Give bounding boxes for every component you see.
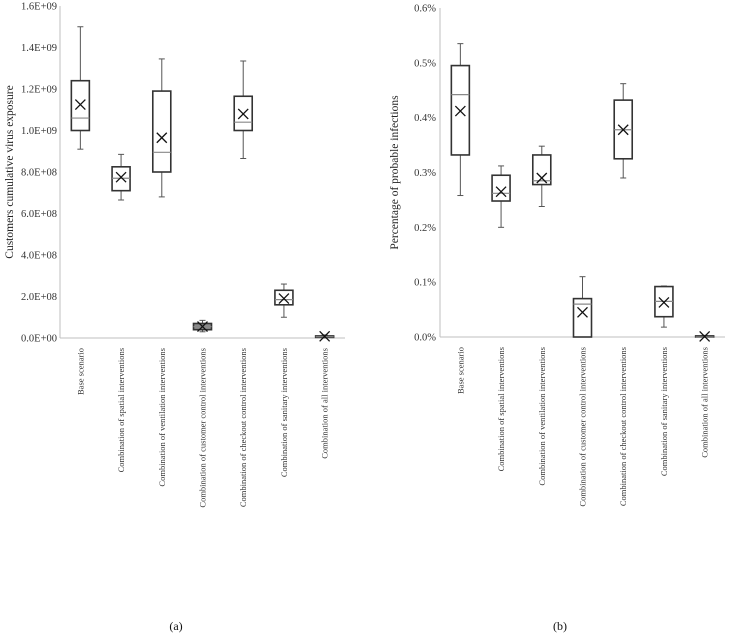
y-axis-title: Customers cumulative virus exposure [4,85,16,258]
category-label: Base scenario [75,348,85,395]
mean-marker [115,171,127,183]
category-label: Combination of ventilation interventions [157,348,167,487]
y-tick-label: 8.0E+08 [21,168,57,179]
y-tick-label: 1.0E+09 [21,126,57,137]
panel-a-chart: 0.0E+00 2.0E+08 4.0E+08 6.0E+08 8.0E+08 1.0E+… [4,2,345,633]
category-label: Combination of ventilation interventions [537,347,547,486]
mean-marker [699,330,711,342]
mean-marker [74,99,86,111]
y-tick-label: 6.0E+08 [21,209,57,220]
category-label: Combination of spatial interventions [496,347,506,471]
category-label: Combination of customer control interven… [198,348,208,508]
box-plot-2 [491,165,511,228]
box-plot-6 [654,285,674,328]
box-plot-5 [613,83,634,179]
mean-marker [278,293,290,305]
y-tick-label: 0.5% [414,58,436,69]
mean-marker [658,296,670,308]
category-label: Combination of all interventions [320,348,330,459]
y-tick-label: 0.0E+00 [21,334,57,345]
category-label: Combination of spatial interventions [116,348,126,472]
category-label: Combination of checkout control interven… [618,347,628,506]
box-iqr [531,154,552,186]
mean-marker [536,172,548,184]
panel-b-chart: 0.0% 0.1% 0.2% 0.3% 0.4% 0.5% 0.6% Percentage o… [389,4,725,633]
box-plot-6 [274,283,294,318]
mean-marker [617,124,629,136]
box-plot-2 [111,153,131,201]
box-plot-7 [694,330,715,342]
box-plot-3 [151,58,172,198]
category-label: Combination of sanitary interventions [279,348,289,477]
mean-marker [237,108,249,120]
y-axis-title: Percentage of probable infections [389,95,401,250]
box-plot-4 [572,276,593,338]
y-tick-label: 0.0% [414,333,436,344]
panel-caption: (b) [553,619,567,633]
y-tick-label: 0.2% [414,223,436,234]
category-label: Combination of sanitary interventions [659,347,669,476]
box-plot-1 [70,26,91,150]
box-iqr [151,90,172,173]
y-tick-label: 4.0E+08 [21,251,57,262]
y-tick-label: 0.6% [414,4,436,15]
category-label: Base scenario [455,347,465,394]
mean-marker [577,306,588,318]
box-plot-7 [314,330,335,342]
y-tick-label: 1.2E+09 [21,85,57,96]
category-label: Combination of all interventions [700,347,710,458]
box-plot-1 [450,43,471,197]
mean-marker [197,321,208,333]
mean-marker [319,330,331,342]
y-tick-label: 0.4% [414,113,436,124]
box-plot-4 [192,319,213,333]
mean-marker [454,105,466,117]
box-plot-3 [531,145,552,207]
y-tick-label: 1.4E+09 [21,43,57,54]
y-tick-label: 1.6E+09 [21,2,57,13]
mean-marker [156,132,168,144]
box-plot-5 [233,60,254,160]
category-label: Combination of checkout control interven… [238,348,248,507]
box-iqr [274,289,294,306]
panel-caption: (a) [169,619,182,633]
mean-marker [495,186,507,198]
category-label: Combination of customer control interven… [578,347,588,507]
y-tick-label: 2.0E+08 [21,292,57,303]
y-tick-label: 0.1% [414,278,436,289]
box-iqr [70,79,91,132]
box-iqr [491,174,511,202]
y-tick-label: 0.3% [414,168,436,179]
